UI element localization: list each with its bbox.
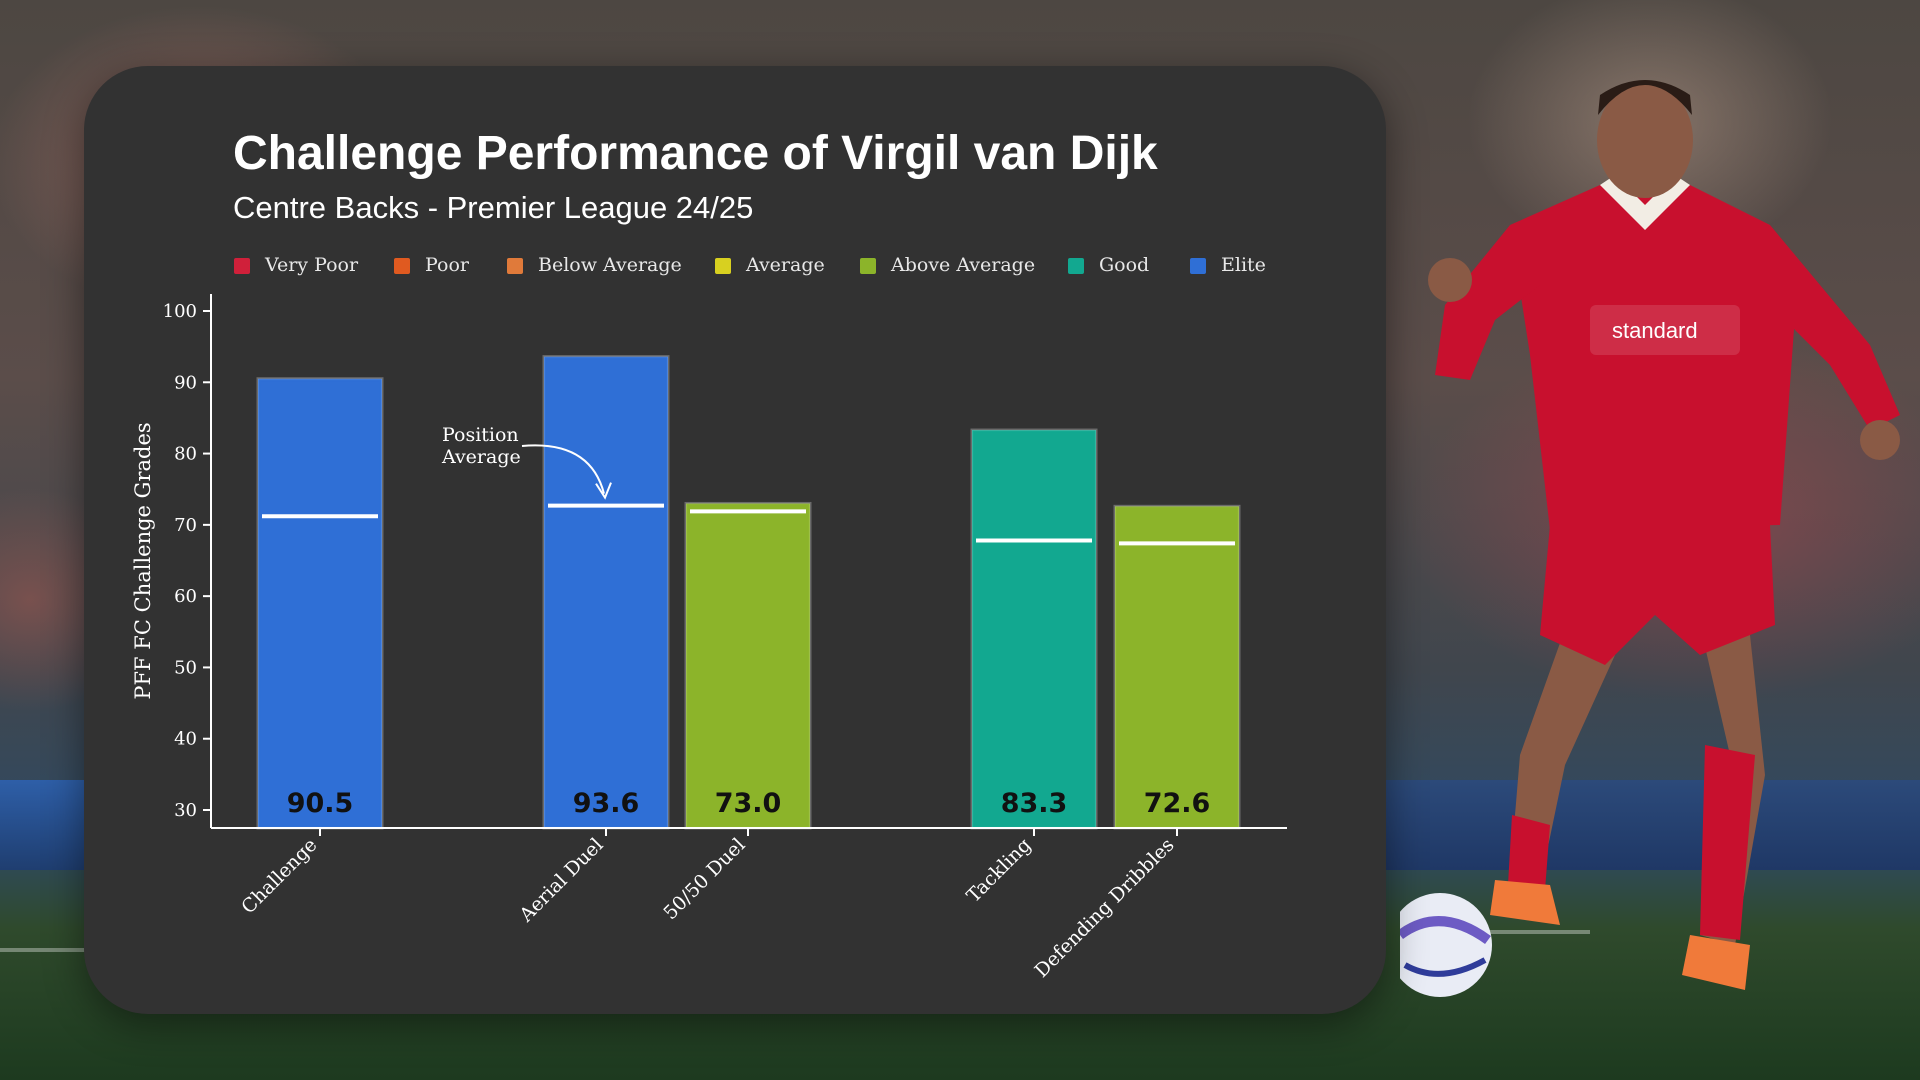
legend-swatch xyxy=(860,258,876,274)
bar xyxy=(256,377,384,830)
legend-label: Below Average xyxy=(538,254,682,276)
bar-edge xyxy=(1115,506,1239,828)
bar xyxy=(970,428,1098,830)
legend-label: Good xyxy=(1099,254,1150,276)
bar-edge xyxy=(258,379,382,828)
legend-label: Poor xyxy=(425,254,469,276)
bar-value-label: 73.0 xyxy=(715,788,782,819)
bar-edge xyxy=(686,503,810,828)
legend-label: Very Poor xyxy=(265,254,359,276)
y-tick-label: 100 xyxy=(163,301,197,322)
bar-edge xyxy=(972,430,1096,828)
legend-swatch xyxy=(507,258,523,274)
y-tick-label: 60 xyxy=(174,586,197,607)
bar xyxy=(684,501,812,830)
y-tick-label: 40 xyxy=(174,729,197,750)
bar-value-label: 83.3 xyxy=(1001,788,1068,819)
x-category-label: 50/50 Duel xyxy=(659,834,749,924)
bar xyxy=(1113,504,1241,830)
legend-swatch xyxy=(234,258,250,274)
y-tick-label: 30 xyxy=(174,800,197,821)
chart-title: Challenge Performance of Virgil van Dijk xyxy=(233,127,1158,180)
y-tick-label: 90 xyxy=(174,372,197,393)
pitch-line-left xyxy=(0,948,90,952)
legend-swatch xyxy=(1190,258,1206,274)
bar-value-label: 72.6 xyxy=(1144,788,1211,819)
annotation-text: Average xyxy=(441,446,521,468)
bar-value-label: 93.6 xyxy=(573,788,640,819)
legend-swatch xyxy=(715,258,731,274)
x-category-label: Tackling xyxy=(963,834,1036,907)
legend-label: Elite xyxy=(1221,254,1266,276)
chart-subtitle: Centre Backs - Premier League 24/25 xyxy=(233,190,754,225)
x-category-label: Aerial Duel xyxy=(515,834,608,927)
annotation-text: Position xyxy=(442,424,519,446)
advertising-board-left xyxy=(0,780,90,870)
legend-label: Above Average xyxy=(891,254,1036,276)
x-category-label: Defending Dribbles xyxy=(1030,834,1178,982)
annotation-arrow xyxy=(521,444,605,494)
x-category-label: Challenge xyxy=(237,834,321,918)
y-tick-label: 50 xyxy=(174,657,197,678)
bar-value-label: 90.5 xyxy=(287,788,354,819)
advertising-board-right xyxy=(1380,780,1920,870)
y-tick-label: 70 xyxy=(174,515,197,536)
pitch-line-right xyxy=(1470,930,1590,934)
bar-edge xyxy=(544,357,668,828)
legend-label: Average xyxy=(746,254,825,276)
player-photo: standard xyxy=(1400,80,1900,997)
svg-text:standard: standard xyxy=(1612,318,1698,343)
y-tick-label: 80 xyxy=(174,444,197,465)
y-axis-label: PFF FC Challenge Grades xyxy=(131,422,155,699)
legend-swatch xyxy=(394,258,410,274)
legend-swatch xyxy=(1068,258,1084,274)
bar xyxy=(542,355,670,830)
annotation-arrowhead xyxy=(595,482,612,500)
